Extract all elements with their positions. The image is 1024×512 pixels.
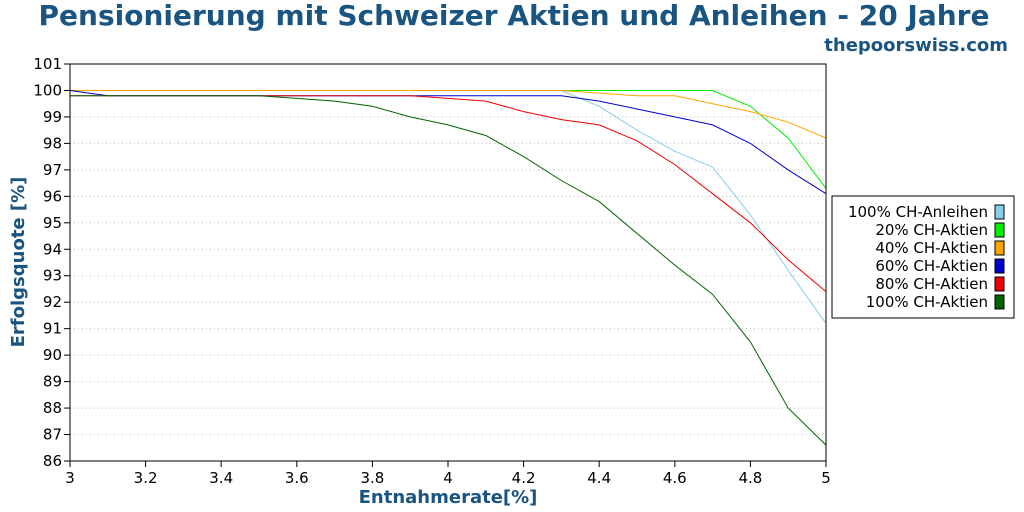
y-tick-label: 92 xyxy=(43,293,62,311)
y-axis: 86 87 88 89 90 91 92 93 94 95 96 97 98 99 100 101 xyxy=(33,55,70,470)
legend-swatch xyxy=(994,276,1005,292)
x-tick-label: 4 xyxy=(443,469,453,487)
chart-title: Pensionierung mit Schweizer Aktien und A… xyxy=(39,0,990,32)
x-tick-label: 3.6 xyxy=(285,469,309,487)
x-tick-label: 4.6 xyxy=(663,469,687,487)
y-tick-label: 98 xyxy=(43,134,62,152)
y-tick-label: 100 xyxy=(33,81,62,99)
y-tick-label: 87 xyxy=(43,426,62,444)
y-tick-label: 89 xyxy=(43,373,62,391)
legend-label: 20% CH-Aktien xyxy=(875,221,988,239)
y-tick-label: 86 xyxy=(43,452,62,470)
legend-label: 100% CH-Anleihen xyxy=(848,203,988,221)
x-axis-label: Entnahmerate[%] xyxy=(359,487,538,508)
legend-swatch xyxy=(994,222,1005,238)
legend-swatch xyxy=(994,240,1005,256)
gridlines xyxy=(70,89,826,436)
series-line-3 xyxy=(70,90,827,139)
y-tick-label: 96 xyxy=(43,187,62,205)
x-tick-label: 4.4 xyxy=(587,469,611,487)
series-line-6 xyxy=(70,95,827,446)
legend-label: 100% CH-Aktien xyxy=(866,293,988,311)
y-tick-label: 88 xyxy=(43,399,62,417)
x-tick-label: 3.4 xyxy=(209,469,233,487)
x-tick-label: 3.2 xyxy=(134,469,158,487)
y-tick-label: 101 xyxy=(33,55,62,73)
series-line-2 xyxy=(70,90,827,189)
legend-label: 60% CH-Aktien xyxy=(875,257,988,275)
series-line-4 xyxy=(69,90,827,195)
y-tick-label: 97 xyxy=(43,161,62,179)
legend-swatch xyxy=(994,204,1005,220)
series-lines xyxy=(69,90,827,446)
y-axis-label: Erfolgsquote [%] xyxy=(8,177,29,348)
legend-label: 40% CH-Aktien xyxy=(875,239,988,257)
x-tick-label: 3 xyxy=(65,469,75,487)
x-tick-label: 4.2 xyxy=(512,469,536,487)
legend-swatch xyxy=(994,258,1005,274)
y-tick-label: 91 xyxy=(43,320,62,338)
plot-area xyxy=(69,63,827,462)
y-tick-label: 95 xyxy=(43,214,62,232)
x-tick-label: 3.8 xyxy=(360,469,384,487)
legend-box xyxy=(831,195,1015,319)
legend-swatch xyxy=(994,294,1005,310)
x-tick-label: 5 xyxy=(821,469,831,487)
x-axis: 3 3.2 3.4 3.6 3.8 4 4.2 4.4 4.6 4.8 5 xyxy=(65,461,831,487)
y-tick-label: 99 xyxy=(43,108,62,126)
legend-label: 80% CH-Aktien xyxy=(875,275,988,293)
chart-subtitle: thepoorswiss.com xyxy=(824,35,1008,56)
y-tick-label: 93 xyxy=(43,267,62,285)
y-tick-label: 90 xyxy=(43,346,62,364)
y-tick-label: 94 xyxy=(43,240,62,258)
x-tick-label: 4.8 xyxy=(738,469,762,487)
